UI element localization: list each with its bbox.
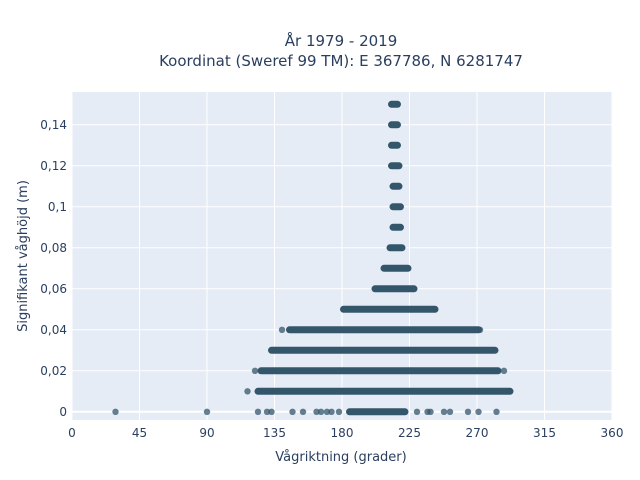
x-tick-label: 0 xyxy=(68,426,76,440)
data-point xyxy=(203,408,211,415)
data-point xyxy=(500,367,508,374)
data-point xyxy=(475,408,482,415)
data-points xyxy=(112,100,514,416)
x-tick-label: 90 xyxy=(199,426,214,440)
data-point xyxy=(254,408,262,415)
data-point xyxy=(506,388,514,395)
y-tick-label: 0,14 xyxy=(40,118,67,132)
y-axis-title: Signifikant våghöjd (m) xyxy=(16,180,31,332)
data-point xyxy=(440,408,448,415)
chart-title: År 1979 - 2019 xyxy=(285,31,398,50)
data-point xyxy=(323,408,331,415)
data-point xyxy=(263,408,271,415)
data-point xyxy=(446,408,454,415)
chart-subtitle: Koordinat (Sweref 99 TM): E 367786, N 62… xyxy=(159,52,523,70)
data-point xyxy=(493,408,500,415)
data-point xyxy=(476,326,484,333)
data-point xyxy=(251,367,259,374)
x-tick-label: 315 xyxy=(533,426,556,440)
y-tick-label: 0,02 xyxy=(40,364,67,378)
y-axis-ticks: 0 0,02 0,04 0,06 0,08 0,1 0,12 0,14 xyxy=(40,118,67,419)
x-axis-title: Vågriktning (grader) xyxy=(275,450,406,465)
data-point xyxy=(335,408,343,415)
y-tick-label: 0,06 xyxy=(40,282,67,296)
data-point xyxy=(299,408,307,415)
data-point xyxy=(289,408,296,415)
x-tick-label: 45 xyxy=(132,426,147,440)
data-point xyxy=(317,408,325,415)
data-point xyxy=(244,388,251,395)
x-tick-label: 270 xyxy=(466,426,489,440)
data-point xyxy=(313,408,320,415)
y-tick-label: 0,1 xyxy=(48,200,67,214)
y-tick-label: 0,08 xyxy=(40,241,67,255)
data-point xyxy=(431,306,439,313)
data-point xyxy=(464,408,472,415)
x-axis-ticks: 0 45 90 135 180 225 270 315 360 xyxy=(68,426,623,440)
y-tick-label: 0,12 xyxy=(40,159,67,173)
data-point xyxy=(413,408,421,415)
x-tick-label: 135 xyxy=(263,426,286,440)
x-tick-label: 180 xyxy=(331,426,354,440)
data-point xyxy=(112,408,119,415)
y-tick-label: 0 xyxy=(59,405,67,419)
data-point xyxy=(278,326,286,333)
data-point xyxy=(268,408,275,415)
x-tick-label: 225 xyxy=(398,426,421,440)
data-point xyxy=(328,408,335,415)
data-point xyxy=(427,408,434,415)
x-tick-label: 360 xyxy=(601,426,624,440)
y-tick-label: 0,04 xyxy=(40,323,67,337)
